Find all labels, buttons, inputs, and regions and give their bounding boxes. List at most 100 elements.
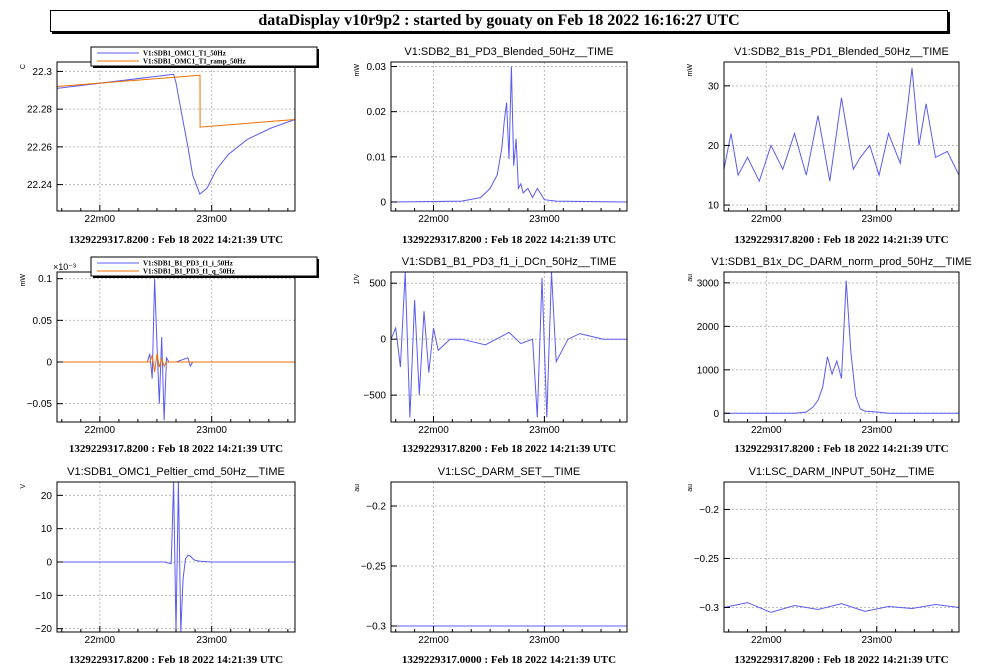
- timestamp-footer: 1329229317.8200 : Feb 18 2022 14:21:39 U…: [402, 443, 616, 455]
- chart-title: V1:SDB1_OMC1_Peltier_cmd_50Hz__TIME: [67, 466, 285, 478]
- y-tick-label: 22.28: [27, 105, 52, 116]
- x-tick-label: 22m00: [85, 214, 116, 225]
- series-group: [56, 73, 296, 195]
- legend: V1:SDB1_OMC1_T1_50HzV1:SDB1_OMC1_T1_ramp…: [90, 46, 319, 68]
- y-tick-label: 10: [41, 524, 53, 535]
- x-tick-label: 23m00: [196, 635, 227, 646]
- y-tick-label: 0: [380, 335, 386, 346]
- y-tick-label: 0.03: [367, 62, 387, 73]
- y-tick-label: 2000: [697, 322, 720, 333]
- series-group: [724, 280, 959, 414]
- x-tick-label: 23m00: [196, 214, 227, 225]
- y-tick-label: 0.1: [38, 274, 52, 285]
- x-tick-label: 22m00: [85, 635, 116, 646]
- plot-frame: [723, 481, 960, 633]
- y-axis-label: au: [687, 484, 694, 492]
- series-line: [723, 67, 960, 183]
- y-tick-label: 20: [708, 141, 720, 152]
- series-line: [56, 74, 296, 128]
- plot-frame: [390, 61, 628, 212]
- y-tick-label: −0.2: [699, 505, 719, 516]
- y-tick-label: 22.3: [33, 67, 53, 78]
- x-tick-label: 23m00: [529, 214, 560, 225]
- series-group: [390, 66, 628, 203]
- y-tick-label: 20: [41, 491, 53, 502]
- timestamp-footer: 1329229317.8200 : Feb 18 2022 14:21:39 U…: [734, 654, 948, 666]
- y-tick-label: −500: [363, 391, 386, 402]
- plot-frame: [723, 61, 960, 212]
- legend: V1:SDB1_B1_PD3_f1_i_50HzV1:SDB1_B1_PD3_f…: [90, 256, 319, 278]
- x-tick-label: 22m00: [418, 425, 449, 436]
- y-axis-label: 1/V: [354, 274, 361, 285]
- y-tick-label: 22.26: [27, 142, 52, 153]
- x-tick-label: 23m00: [196, 425, 227, 436]
- y-tick-label: 1000: [697, 365, 720, 376]
- y-tick-label: 0.01: [367, 152, 387, 163]
- timestamp-footer: 1329229317.8200 : Feb 18 2022 14:21:39 U…: [69, 443, 283, 455]
- x-tick-label: 22m00: [418, 214, 449, 225]
- y-tick-label: −0.25: [694, 554, 720, 565]
- x-tick-label: 22m00: [85, 425, 116, 436]
- timestamp-footer: 1329229317.8200 : Feb 18 2022 14:21:39 U…: [69, 234, 283, 246]
- page-title: dataDisplay v10r9p2 : started by gouaty …: [50, 10, 948, 32]
- y-axis-label: V: [20, 484, 27, 489]
- x-tick-label: 22m00: [751, 635, 782, 646]
- legend-entry: V1:SDB1_B1_PD3_f1_q_50Hz: [143, 268, 235, 276]
- timestamp-footer: 1329229317.8200 : Feb 18 2022 14:21:39 U…: [734, 443, 948, 455]
- y-tick-label: −20: [35, 624, 52, 635]
- y-tick-label: −10: [35, 591, 52, 602]
- series-line: [57, 278, 295, 421]
- y-axis-label: au: [687, 274, 694, 282]
- legend-entry: V1:SDB1_OMC1_T1_ramp_50Hz: [143, 58, 246, 66]
- y-tick-label: 10: [708, 201, 720, 212]
- x-tick-label: 23m00: [861, 214, 892, 225]
- timestamp-footer: 1329229317.8200 : Feb 18 2022 14:21:39 U…: [402, 234, 616, 246]
- series-line: [390, 66, 628, 203]
- y-tick-label: −0.05: [27, 399, 53, 410]
- y-tick-label: 0.05: [33, 316, 53, 327]
- x-tick-label: 22m00: [751, 214, 782, 225]
- y-axis-label: au: [354, 484, 361, 492]
- y-axis-label: mW: [354, 64, 361, 77]
- legend-entry: V1:SDB1_B1_PD3_f1_i_50Hz: [143, 260, 233, 268]
- y-axis-label: mW: [687, 64, 694, 77]
- y-tick-label: 500: [369, 279, 386, 290]
- y-tick-label: 3000: [697, 278, 720, 289]
- timestamp-footer: 1329229317.8200 : Feb 18 2022 14:21:39 U…: [69, 654, 283, 666]
- y-tick-label: −0.3: [366, 622, 386, 633]
- x-tick-label: 23m00: [861, 425, 892, 436]
- panel-5: 22m00 23m00 −500 0 500 1/V V1:SDB1_B1_PD3_f1_i…: [354, 256, 628, 455]
- chart-title: V1:LSC_DARM_SET__TIME: [438, 466, 580, 478]
- series-line: [724, 280, 959, 414]
- series-group: [723, 67, 960, 183]
- panel-2: 22m00 23m00 0 0.01 0.02 0.03 mW V1:SDB2_B1_PD3_…: [354, 46, 628, 246]
- legend-entry: V1:SDB1_OMC1_T1_50Hz: [143, 50, 226, 58]
- chart-title: V1:SDB1_B1_PD3_f1_i_DCn_50Hz__TIME: [402, 256, 617, 268]
- plot-frame: [56, 271, 296, 423]
- series-line: [56, 73, 296, 195]
- y-tick-label: 0: [46, 358, 52, 369]
- y-tick-label: 0.02: [367, 107, 387, 118]
- y-tick-label: −0.3: [699, 603, 719, 614]
- panel-3: 22m00 23m00 10 20 30 mW V1:SDB2_B1s_PD1_Blende…: [687, 46, 960, 246]
- panel-4: 22m00 23m00 −0.05 0 0.05 0.1 mW ×10⁻³ V1:SDB1_B1…: [20, 256, 319, 455]
- timestamp-footer: 1329229317.8200 : Feb 18 2022 14:21:39 U…: [734, 234, 948, 246]
- x-tick-label: 23m00: [529, 425, 560, 436]
- y-axis-label: mW: [20, 274, 27, 287]
- legend-box: [90, 256, 318, 277]
- series-line: [57, 353, 295, 373]
- chart-title: V1:LSC_DARM_INPUT_50Hz__TIME: [749, 466, 935, 478]
- series-line: [723, 602, 960, 613]
- y-tick-label: 0: [380, 197, 386, 208]
- series-line: [390, 271, 627, 418]
- chart-title: V1:SDB2_B1_PD3_Blended_50Hz__TIME: [404, 46, 613, 58]
- y-tick-label: 30: [708, 81, 720, 92]
- plot-frame: [390, 481, 628, 633]
- panel-8: 22m00 23m00 −0.3 −0.25 −0.2 au V1:LSC_DARM_SET…: [354, 466, 628, 666]
- y-tick-label: −0.25: [361, 562, 387, 573]
- panel-1: 22m00 23m00 22.24 22.26 22.28 22.3 C V1:SDB1_OM…: [20, 46, 319, 246]
- series-group: [390, 271, 627, 418]
- timestamp-footer: 1329229317.0000 : Feb 18 2022 14:21:39 U…: [402, 654, 616, 666]
